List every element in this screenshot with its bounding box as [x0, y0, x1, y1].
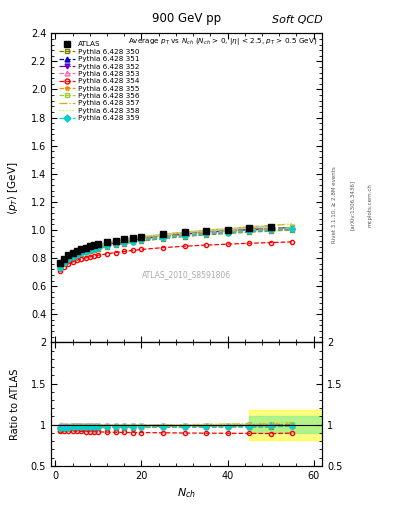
Y-axis label: Ratio to ATLAS: Ratio to ATLAS: [10, 369, 20, 440]
ATLAS: [88, 243, 92, 249]
Line: ATLAS: ATLAS: [57, 224, 274, 266]
ATLAS: [247, 225, 252, 231]
Text: 900 GeV pp: 900 GeV pp: [152, 12, 221, 25]
ATLAS: [75, 248, 79, 254]
ATLAS: [66, 252, 71, 259]
ATLAS: [113, 238, 118, 244]
ATLAS: [96, 241, 101, 247]
ATLAS: [122, 236, 127, 242]
Text: Rivet 3.1.10, ≥ 2.8M events: Rivet 3.1.10, ≥ 2.8M events: [332, 166, 337, 243]
Text: Average $p_T$ vs $N_{ch}$ ($N_{ch}$ > 0, |$\eta$| < 2.5, $p_T$ > 0.5 GeV): Average $p_T$ vs $N_{ch}$ ($N_{ch}$ > 0,…: [127, 36, 317, 48]
ATLAS: [105, 239, 109, 245]
Text: Soft QCD: Soft QCD: [272, 14, 322, 25]
ATLAS: [70, 250, 75, 256]
Legend: ATLAS, Pythia 6.428 350, Pythia 6.428 351, Pythia 6.428 352, Pythia 6.428 353, P: ATLAS, Pythia 6.428 350, Pythia 6.428 35…: [57, 40, 141, 122]
ATLAS: [204, 228, 208, 234]
ATLAS: [225, 226, 230, 232]
Text: ATLAS_2010_S8591806: ATLAS_2010_S8591806: [142, 270, 231, 279]
ATLAS: [92, 242, 97, 248]
ATLAS: [57, 260, 62, 266]
Text: mcplots.cern.ch: mcplots.cern.ch: [367, 183, 373, 227]
Y-axis label: $\langle p_T \rangle$ [GeV]: $\langle p_T \rangle$ [GeV]: [6, 161, 20, 215]
Text: [arXiv:1306.3436]: [arXiv:1306.3436]: [350, 180, 355, 230]
ATLAS: [83, 245, 88, 251]
ATLAS: [182, 229, 187, 236]
ATLAS: [79, 246, 84, 252]
ATLAS: [130, 234, 135, 241]
ATLAS: [62, 255, 66, 262]
ATLAS: [268, 224, 273, 230]
ATLAS: [161, 231, 165, 238]
ATLAS: [139, 233, 144, 240]
X-axis label: $N_{ch}$: $N_{ch}$: [177, 486, 196, 500]
